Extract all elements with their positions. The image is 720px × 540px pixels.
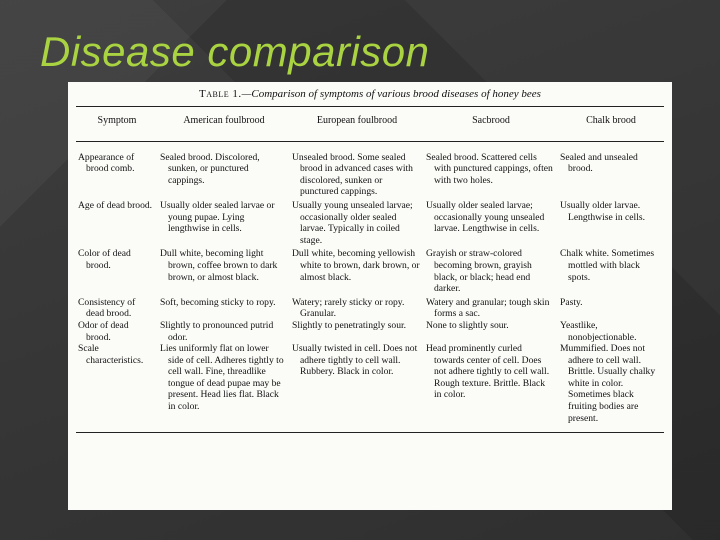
- row-label: Age of dead brood.: [78, 199, 153, 211]
- table-cell: Usually older sealed larvae; occasionall…: [426, 199, 545, 235]
- table-header-row: Symptom American foulbrood European foul…: [76, 106, 664, 142]
- header-symptom: Symptom: [76, 106, 158, 142]
- table-row: Color of dead brood. Dull white, becomin…: [76, 246, 664, 294]
- table-cell: Chalk white. Sometimes mottled with blac…: [560, 248, 655, 283]
- table-cell: Grayish or straw-colored becoming brown,…: [426, 248, 532, 295]
- table-row: Consistency of dead brood. Soft, becomin…: [76, 295, 664, 320]
- table-cell: Sealed brood. Discolored, sunken, or pun…: [160, 151, 260, 186]
- table-row: Appearance of brood comb. Sealed brood. …: [76, 141, 664, 198]
- table-cell: Sealed brood. Scattered cells with punct…: [426, 151, 553, 186]
- table-cell: Head prominently curled towards center o…: [426, 343, 550, 401]
- symptom-comparison-table: Symptom American foulbrood European foul…: [76, 106, 664, 434]
- table-cell: Soft, becoming sticky to ropy.: [160, 296, 276, 308]
- row-label: Odor of dead brood.: [78, 319, 129, 343]
- table-caption: Table 1.—Comparison of symptoms of vario…: [76, 88, 664, 100]
- table-row: Age of dead brood. Usually older sealed …: [76, 198, 664, 246]
- table-row: Scale characteristics. Lies uniformly fl…: [76, 343, 664, 434]
- row-label: Color of dead brood.: [78, 248, 131, 271]
- table-cell: Usually young unsealed larvae; occasiona…: [292, 199, 413, 246]
- table-caption-text: —Comparison of symptoms of various brood…: [241, 88, 541, 100]
- table-cell: Unsealed brood. Some sealed brood in adv…: [292, 151, 413, 198]
- table-cell: Watery and granular; tough skin forms a …: [426, 296, 550, 320]
- slide-title: Disease comparison: [40, 28, 430, 75]
- table-caption-lead: Table 1.: [199, 88, 242, 100]
- row-label: Consistency of dead brood.: [78, 296, 136, 320]
- row-label: Appearance of brood comb.: [78, 151, 135, 175]
- table-cell: Mummified. Does not adhere to cell wall.…: [560, 343, 656, 424]
- table-cell: Slightly to pronounced putrid odor.: [160, 319, 274, 343]
- table-cell: Usually twisted in cell. Does not adhere…: [292, 343, 418, 378]
- table-row: Odor of dead brood. Slightly to pronounc…: [76, 320, 664, 343]
- table-cell: Usually older larvae. Lengthwise in cell…: [560, 199, 645, 223]
- table-cell: Dull white, becoming yellowish white to …: [292, 248, 420, 283]
- table-cell: Sealed and unsealed brood.: [560, 151, 638, 175]
- table-cell: None to slightly sour.: [426, 319, 509, 331]
- table-cell: Yeastlike, nonobjectionable.: [560, 319, 637, 343]
- header-chalk-brood: Chalk brood: [558, 106, 664, 142]
- scanned-table-document: Table 1.—Comparison of symptoms of vario…: [68, 82, 672, 510]
- table-cell: Usually older sealed larvae or young pup…: [160, 199, 275, 235]
- table-cell: Watery; rarely sticky or ropy. Granular.: [292, 296, 405, 320]
- header-sacbrood: Sacbrood: [424, 106, 558, 142]
- header-american-foulbrood: American foulbrood: [158, 106, 290, 142]
- table-cell: Pasty.: [560, 296, 583, 308]
- table-cell: Dull white, becoming light brown, coffee…: [160, 248, 278, 283]
- table-cell: Lies uniformly flat on lower side of cel…: [160, 343, 284, 413]
- table-cell: Slightly to penetratingly sour.: [292, 319, 407, 331]
- header-european-foulbrood: European foulbrood: [290, 106, 424, 142]
- row-label: Scale characteristics.: [78, 343, 144, 366]
